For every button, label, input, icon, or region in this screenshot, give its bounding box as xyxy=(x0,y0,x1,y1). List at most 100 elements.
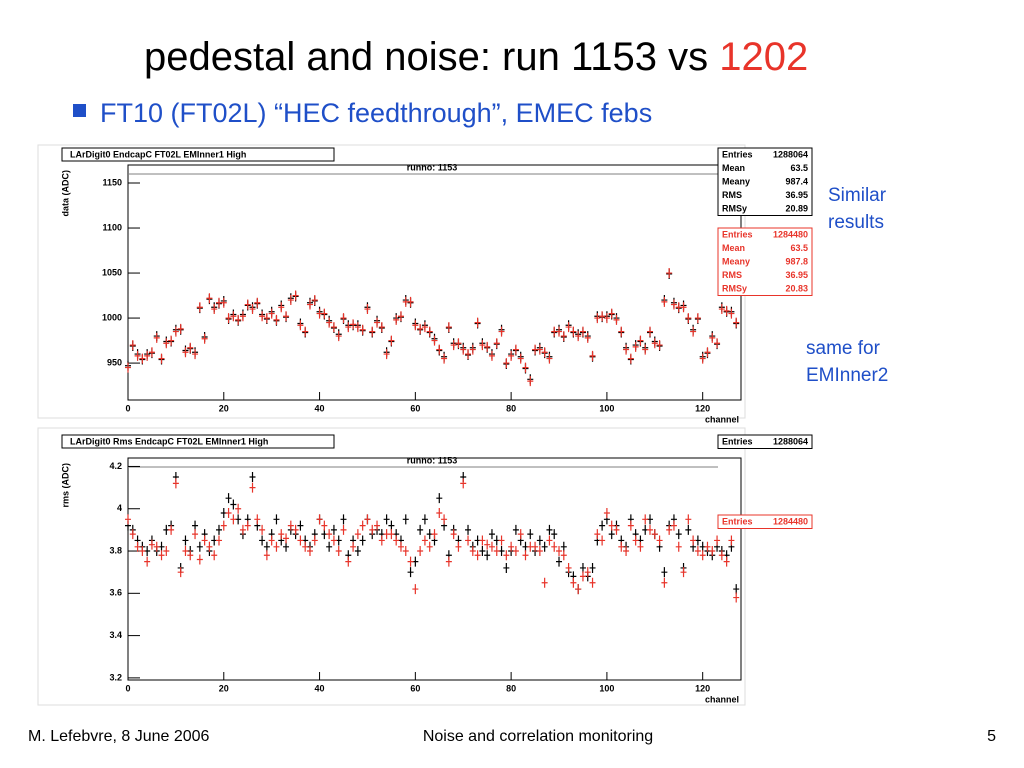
x-tick-label: 60 xyxy=(410,683,420,693)
point xyxy=(436,493,443,504)
point xyxy=(129,340,136,351)
point xyxy=(177,567,184,578)
point xyxy=(517,353,524,364)
point xyxy=(450,529,457,540)
point xyxy=(139,546,146,557)
point xyxy=(733,317,740,328)
point xyxy=(287,520,294,531)
point xyxy=(498,326,505,337)
point xyxy=(369,326,376,337)
point xyxy=(546,524,553,535)
point xyxy=(153,332,160,343)
point xyxy=(263,313,270,324)
point xyxy=(546,535,553,546)
point xyxy=(560,550,567,561)
point xyxy=(522,550,529,561)
point xyxy=(359,535,366,546)
x-tick-label: 100 xyxy=(599,683,614,693)
y-tick-label: 3.6 xyxy=(109,588,122,598)
point xyxy=(508,350,515,361)
point xyxy=(570,577,577,588)
point xyxy=(488,350,495,361)
point xyxy=(254,514,261,525)
point xyxy=(383,514,390,525)
point xyxy=(503,562,510,573)
point xyxy=(579,326,586,337)
point xyxy=(335,546,342,557)
point xyxy=(316,514,323,525)
point xyxy=(575,331,582,342)
title-text: pedestal and noise: run 1153 vs xyxy=(144,35,719,79)
x-tick-label: 0 xyxy=(125,403,130,413)
point xyxy=(608,520,615,531)
plot-frame xyxy=(127,457,742,681)
point xyxy=(220,520,227,531)
point xyxy=(220,297,227,308)
point xyxy=(182,347,189,358)
point xyxy=(498,535,505,546)
point xyxy=(570,326,577,337)
point xyxy=(723,305,730,316)
point xyxy=(259,535,266,546)
point xyxy=(441,353,448,364)
point xyxy=(230,499,237,510)
point xyxy=(694,546,701,557)
subtitle: runno: 1153 xyxy=(407,455,458,465)
point xyxy=(718,304,725,315)
point xyxy=(278,529,285,540)
point xyxy=(579,562,586,573)
point xyxy=(192,529,199,540)
note-line: Similar xyxy=(828,185,887,206)
point xyxy=(297,320,304,331)
point xyxy=(690,326,697,337)
point xyxy=(249,304,256,315)
point xyxy=(723,556,730,567)
point xyxy=(206,541,213,552)
point xyxy=(484,550,491,561)
point xyxy=(417,323,424,334)
point xyxy=(330,322,337,333)
point xyxy=(661,577,668,588)
point xyxy=(709,546,716,557)
point xyxy=(704,541,711,552)
stats-label: RMS xyxy=(722,190,742,200)
y-tick-label: 3.2 xyxy=(109,672,122,682)
point xyxy=(584,332,591,343)
point xyxy=(589,562,596,573)
point xyxy=(661,567,668,578)
point xyxy=(733,592,740,603)
point xyxy=(388,335,395,346)
point xyxy=(158,353,165,364)
point xyxy=(306,299,313,310)
point xyxy=(551,529,558,540)
subtitle: runno: 1153 xyxy=(407,162,458,172)
point xyxy=(675,541,682,552)
point xyxy=(460,344,467,355)
point xyxy=(239,524,246,535)
point xyxy=(374,317,381,328)
point xyxy=(666,268,673,279)
point xyxy=(326,529,333,540)
point xyxy=(297,520,304,531)
point xyxy=(225,493,232,504)
x-tick-label: 120 xyxy=(695,683,710,693)
point xyxy=(503,550,510,561)
point xyxy=(268,308,275,319)
point xyxy=(235,314,242,325)
y-tick-label: 1100 xyxy=(102,222,122,232)
stats-value: 63.5 xyxy=(790,243,808,253)
point xyxy=(733,584,740,595)
point xyxy=(412,584,419,595)
point xyxy=(699,353,706,364)
point xyxy=(302,326,309,337)
point xyxy=(268,535,275,546)
point xyxy=(206,293,213,304)
point xyxy=(134,350,141,361)
point xyxy=(345,322,352,333)
point xyxy=(359,324,366,335)
point xyxy=(421,514,428,525)
point xyxy=(244,520,251,531)
point xyxy=(575,584,582,595)
point xyxy=(431,335,438,346)
